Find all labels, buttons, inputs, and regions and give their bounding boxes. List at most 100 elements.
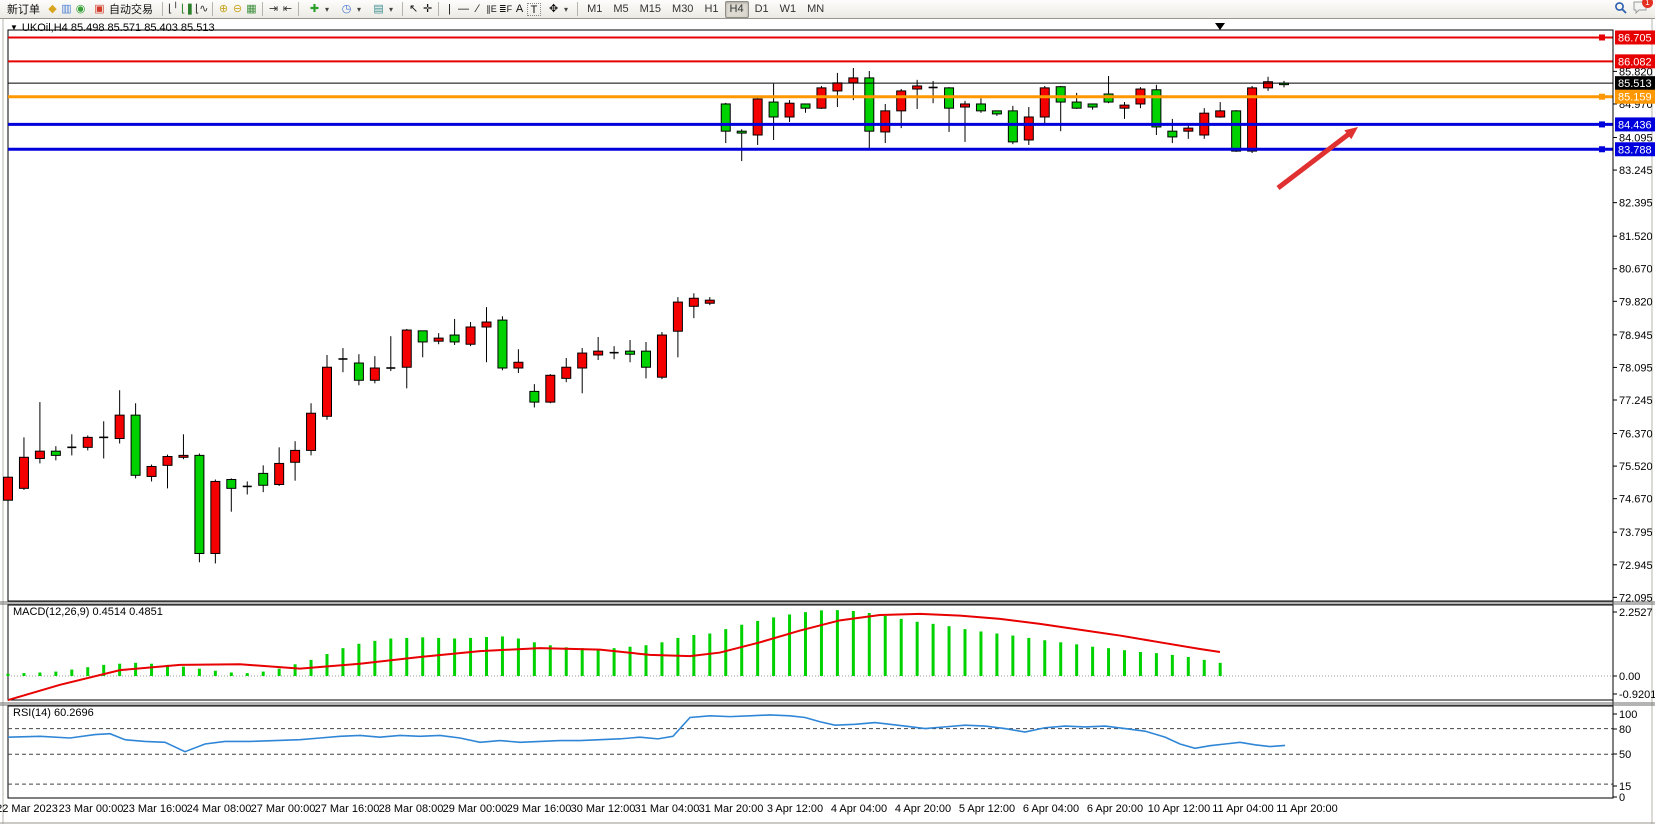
bear-candle bbox=[752, 98, 763, 136]
timeframe-h1[interactable]: H1 bbox=[704, 3, 719, 15]
bear-candle bbox=[369, 367, 380, 381]
shapes-menu[interactable]: ✥ ▾ bbox=[542, 1, 573, 18]
new-order-label: 新订单 bbox=[7, 4, 40, 16]
time-tick-label: 23 Mar 16:00 bbox=[123, 803, 188, 815]
chart-window[interactable]: 85.820 84.970 84.095 83.245 82.395 81.520 80.6… bbox=[0, 19, 1655, 824]
price-tick-label: 76.370 bbox=[1619, 429, 1653, 441]
separator bbox=[438, 2, 440, 16]
bar-chart-icon[interactable]: ⌊╵ bbox=[168, 2, 179, 15]
cursor-icon[interactable]: ↖ bbox=[408, 2, 419, 15]
bull-candle bbox=[1087, 103, 1098, 108]
price-badge-label: 85.513 bbox=[1618, 78, 1652, 90]
time-tick-label: 27 Mar 16:00 bbox=[315, 803, 380, 815]
price-line-86.705[interactable] bbox=[8, 34, 1613, 41]
separator bbox=[262, 2, 263, 16]
time-axis[interactable]: 22 Mar 2023 23 Mar 00:00 23 Mar 16:00 24 Ma… bbox=[0, 803, 1338, 815]
periods-menu[interactable]: ◷ ▾ bbox=[335, 1, 366, 18]
crosshair-icon[interactable]: ✛ bbox=[422, 2, 433, 15]
bear-candle bbox=[114, 414, 125, 440]
timeframe-m15[interactable]: M15 bbox=[639, 3, 662, 15]
candlestick-chart-icon[interactable]: ⌊❚ bbox=[181, 2, 195, 15]
separator bbox=[212, 2, 213, 16]
line-chart-icon[interactable]: ⌊∿ bbox=[195, 2, 209, 15]
zoom-out-icon[interactable]: ⊖ bbox=[232, 2, 243, 15]
new-order-button[interactable]: 新订单 bbox=[2, 1, 45, 18]
price-tick-label: 72.945 bbox=[1619, 560, 1653, 572]
autotrading-button[interactable]: ▣ 自动交易 bbox=[88, 1, 158, 18]
bull-candle bbox=[800, 103, 811, 109]
bear-candle bbox=[832, 82, 843, 92]
timeframe-h4[interactable]: H4 bbox=[724, 0, 749, 18]
price-tick-label: 82.395 bbox=[1619, 198, 1653, 210]
zoom-in-icon[interactable]: ⊕ bbox=[218, 2, 229, 15]
macd-panel[interactable] bbox=[7, 604, 1614, 701]
rsi-axis-label: 80 bbox=[1619, 724, 1631, 736]
bear-candle bbox=[18, 456, 29, 489]
bear-candle bbox=[210, 480, 221, 554]
price-line-85.159[interactable] bbox=[8, 93, 1613, 100]
autotrading-icon: ▣ bbox=[94, 2, 105, 15]
text-icon[interactable]: A bbox=[515, 2, 524, 15]
channel-icon[interactable]: ∥E bbox=[486, 3, 497, 14]
main-plot[interactable] bbox=[7, 29, 1614, 602]
macd-axis-label: -0.9201 bbox=[1619, 689, 1655, 701]
time-tick-label: 30 Mar 12:00 bbox=[571, 803, 636, 815]
timeframe-m1[interactable]: M1 bbox=[587, 3, 603, 15]
rsi-axis-label: 50 bbox=[1619, 749, 1631, 761]
bull-candle bbox=[449, 334, 460, 343]
bear-candle bbox=[545, 374, 556, 403]
rsi-panel[interactable] bbox=[7, 705, 1614, 799]
bear-candle bbox=[960, 103, 970, 108]
separator bbox=[162, 2, 163, 16]
time-tick-label: 10 Apr 12:00 bbox=[1148, 803, 1210, 815]
fibonacci-icon[interactable]: ≣F bbox=[499, 3, 513, 14]
signals-icon[interactable]: ◉ bbox=[75, 2, 86, 15]
chart-shift-icon[interactable]: ⇥ bbox=[268, 2, 279, 15]
price-line-83.788[interactable] bbox=[8, 146, 1613, 153]
time-tick-label: 22 Mar 2023 bbox=[0, 803, 58, 815]
bear-candle bbox=[82, 436, 93, 448]
indicators-menu-icon: ✚ bbox=[309, 2, 320, 15]
indicators-menu[interactable]: ✚ ▾ bbox=[303, 1, 334, 18]
bull-candle bbox=[991, 110, 1002, 115]
time-tick-label: 5 Apr 12:00 bbox=[959, 803, 1015, 815]
bull-candle bbox=[130, 414, 141, 476]
price-badge bbox=[1615, 117, 1655, 132]
bear-candle bbox=[880, 110, 891, 133]
timeframe-mn[interactable]: MN bbox=[807, 3, 825, 15]
rsi-axis-label: 15 bbox=[1619, 781, 1631, 793]
price-axis[interactable]: 85.82084.97084.09583.24582.39581.52080.6… bbox=[1612, 30, 1655, 804]
auto-scroll-icon[interactable]: ⇤ bbox=[282, 2, 293, 15]
bear-candle bbox=[1039, 87, 1050, 118]
bear-candle bbox=[162, 456, 173, 466]
chart-canvas[interactable]: 85.82084.97084.09583.24582.39581.52080.6… bbox=[0, 19, 1655, 824]
bull-candle bbox=[353, 362, 364, 381]
trendline-icon[interactable]: ∕ bbox=[476, 2, 479, 15]
label-icon[interactable]: T bbox=[527, 2, 542, 16]
market-watch-icon[interactable]: ▥ bbox=[61, 2, 72, 15]
bear-candle bbox=[465, 326, 476, 345]
price-tick-label: 73.795 bbox=[1619, 527, 1653, 539]
bull-candle bbox=[720, 103, 731, 132]
notifications-icon[interactable]: 1 bbox=[1633, 0, 1653, 17]
timeframe-d1[interactable]: D1 bbox=[754, 3, 769, 15]
profiles-icon[interactable]: ◆ bbox=[48, 2, 57, 15]
notification-badge: 1 bbox=[1642, 0, 1653, 8]
timeframe-w1[interactable]: W1 bbox=[779, 3, 797, 15]
timeframe-m5[interactable]: M5 bbox=[613, 3, 629, 15]
horizontal-line-icon[interactable]: — bbox=[458, 2, 470, 15]
macd-axis-label: 2.2527 bbox=[1619, 607, 1653, 619]
vertical-line-icon[interactable]: | bbox=[448, 2, 451, 15]
time-tick-label: 11 Apr 20:00 bbox=[1276, 803, 1338, 815]
bear-candle bbox=[1183, 127, 1194, 132]
candles-group bbox=[3, 67, 1289, 564]
price-badge-label: 86.082 bbox=[1618, 56, 1652, 68]
tile-windows-icon[interactable]: ▦ bbox=[246, 2, 257, 15]
trend-arrow-annotation[interactable] bbox=[1276, 127, 1358, 190]
time-tick-label: 24 Mar 08:00 bbox=[187, 803, 252, 815]
price-line-84.436[interactable] bbox=[8, 121, 1613, 128]
templates-menu[interactable]: ▤ ▾ bbox=[367, 1, 398, 18]
timeframe-m30[interactable]: M30 bbox=[672, 3, 694, 15]
bear-candle bbox=[912, 85, 923, 90]
search-icon[interactable] bbox=[1614, 1, 1627, 17]
